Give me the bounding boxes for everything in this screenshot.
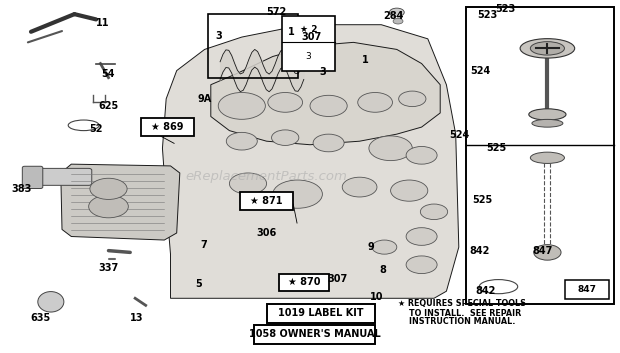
Text: 625: 625: [99, 101, 118, 111]
Circle shape: [304, 41, 322, 51]
Circle shape: [229, 173, 267, 194]
Bar: [141, 118, 193, 136]
Text: 847: 847: [578, 285, 596, 294]
Text: 307: 307: [302, 32, 322, 42]
Text: 523: 523: [477, 10, 498, 20]
Ellipse shape: [530, 42, 564, 55]
Text: 525: 525: [472, 195, 493, 205]
Text: TO INSTALL.  SEE REPAIR: TO INSTALL. SEE REPAIR: [409, 309, 521, 318]
Circle shape: [342, 177, 377, 197]
Ellipse shape: [520, 38, 575, 58]
Bar: [208, 14, 298, 78]
Text: ★ 869: ★ 869: [151, 122, 184, 132]
Circle shape: [226, 132, 257, 150]
Text: 1: 1: [363, 55, 369, 65]
Circle shape: [89, 195, 128, 218]
Circle shape: [372, 240, 397, 254]
Circle shape: [272, 130, 299, 145]
Ellipse shape: [38, 292, 64, 312]
Polygon shape: [162, 25, 459, 298]
Circle shape: [90, 178, 127, 199]
Text: 842: 842: [469, 246, 489, 256]
Text: ★ 871: ★ 871: [250, 196, 283, 206]
Text: ★ 2: ★ 2: [299, 25, 317, 34]
Text: 10: 10: [370, 292, 384, 301]
Text: 9A: 9A: [198, 94, 211, 104]
Circle shape: [310, 95, 347, 116]
Text: 5: 5: [195, 279, 202, 289]
Polygon shape: [211, 42, 440, 145]
Circle shape: [420, 204, 448, 220]
Circle shape: [406, 256, 437, 274]
Bar: [254, 325, 375, 344]
Circle shape: [358, 92, 392, 112]
Text: 8: 8: [379, 265, 387, 275]
Circle shape: [273, 180, 322, 208]
Circle shape: [393, 18, 403, 24]
Circle shape: [389, 8, 404, 17]
Text: 523: 523: [495, 4, 515, 14]
Circle shape: [369, 136, 412, 161]
Ellipse shape: [529, 109, 566, 120]
Text: 3: 3: [306, 52, 311, 61]
Bar: [565, 280, 609, 299]
Circle shape: [406, 228, 437, 245]
Text: 572: 572: [266, 7, 286, 17]
Text: 1058 OWNER'S MANUAL: 1058 OWNER'S MANUAL: [249, 329, 381, 340]
Text: 3: 3: [319, 67, 326, 77]
Text: ★ 870: ★ 870: [288, 277, 320, 287]
Text: 524: 524: [471, 66, 490, 76]
Text: 284: 284: [384, 11, 404, 21]
Circle shape: [406, 146, 437, 164]
Text: 1: 1: [288, 27, 294, 37]
Bar: [241, 192, 293, 210]
Circle shape: [218, 92, 265, 119]
Bar: [466, 7, 614, 304]
Ellipse shape: [532, 119, 563, 127]
Text: 307: 307: [328, 274, 348, 284]
Text: eReplacementParts.com: eReplacementParts.com: [185, 170, 348, 183]
Circle shape: [313, 134, 344, 152]
Text: 54: 54: [102, 69, 115, 79]
FancyBboxPatch shape: [27, 168, 92, 185]
Ellipse shape: [530, 152, 564, 163]
Circle shape: [391, 180, 428, 201]
Polygon shape: [61, 164, 180, 240]
Text: 524: 524: [449, 130, 469, 140]
Text: 842: 842: [476, 286, 496, 296]
Bar: [279, 274, 329, 291]
Text: 306: 306: [257, 228, 277, 238]
Text: 383: 383: [12, 184, 32, 194]
Text: 525: 525: [486, 143, 506, 153]
Circle shape: [268, 92, 303, 112]
Text: 52: 52: [89, 124, 103, 134]
Text: INSTRUCTION MANUAL.: INSTRUCTION MANUAL.: [409, 317, 516, 326]
Text: 635: 635: [30, 313, 50, 323]
Text: 3: 3: [216, 31, 222, 41]
Circle shape: [399, 91, 426, 107]
Bar: [282, 16, 335, 71]
Text: 847: 847: [533, 246, 552, 256]
Bar: [267, 304, 375, 323]
FancyBboxPatch shape: [22, 166, 43, 189]
Text: ★ REQUIRES SPECIAL TOOLS: ★ REQUIRES SPECIAL TOOLS: [398, 299, 526, 308]
Text: 7: 7: [200, 240, 206, 250]
Text: 11: 11: [95, 18, 109, 28]
Text: 1019 LABEL KIT: 1019 LABEL KIT: [278, 308, 363, 318]
Text: 337: 337: [99, 263, 118, 273]
Circle shape: [534, 245, 561, 260]
Text: 13: 13: [130, 313, 143, 323]
Text: 9: 9: [368, 242, 374, 252]
